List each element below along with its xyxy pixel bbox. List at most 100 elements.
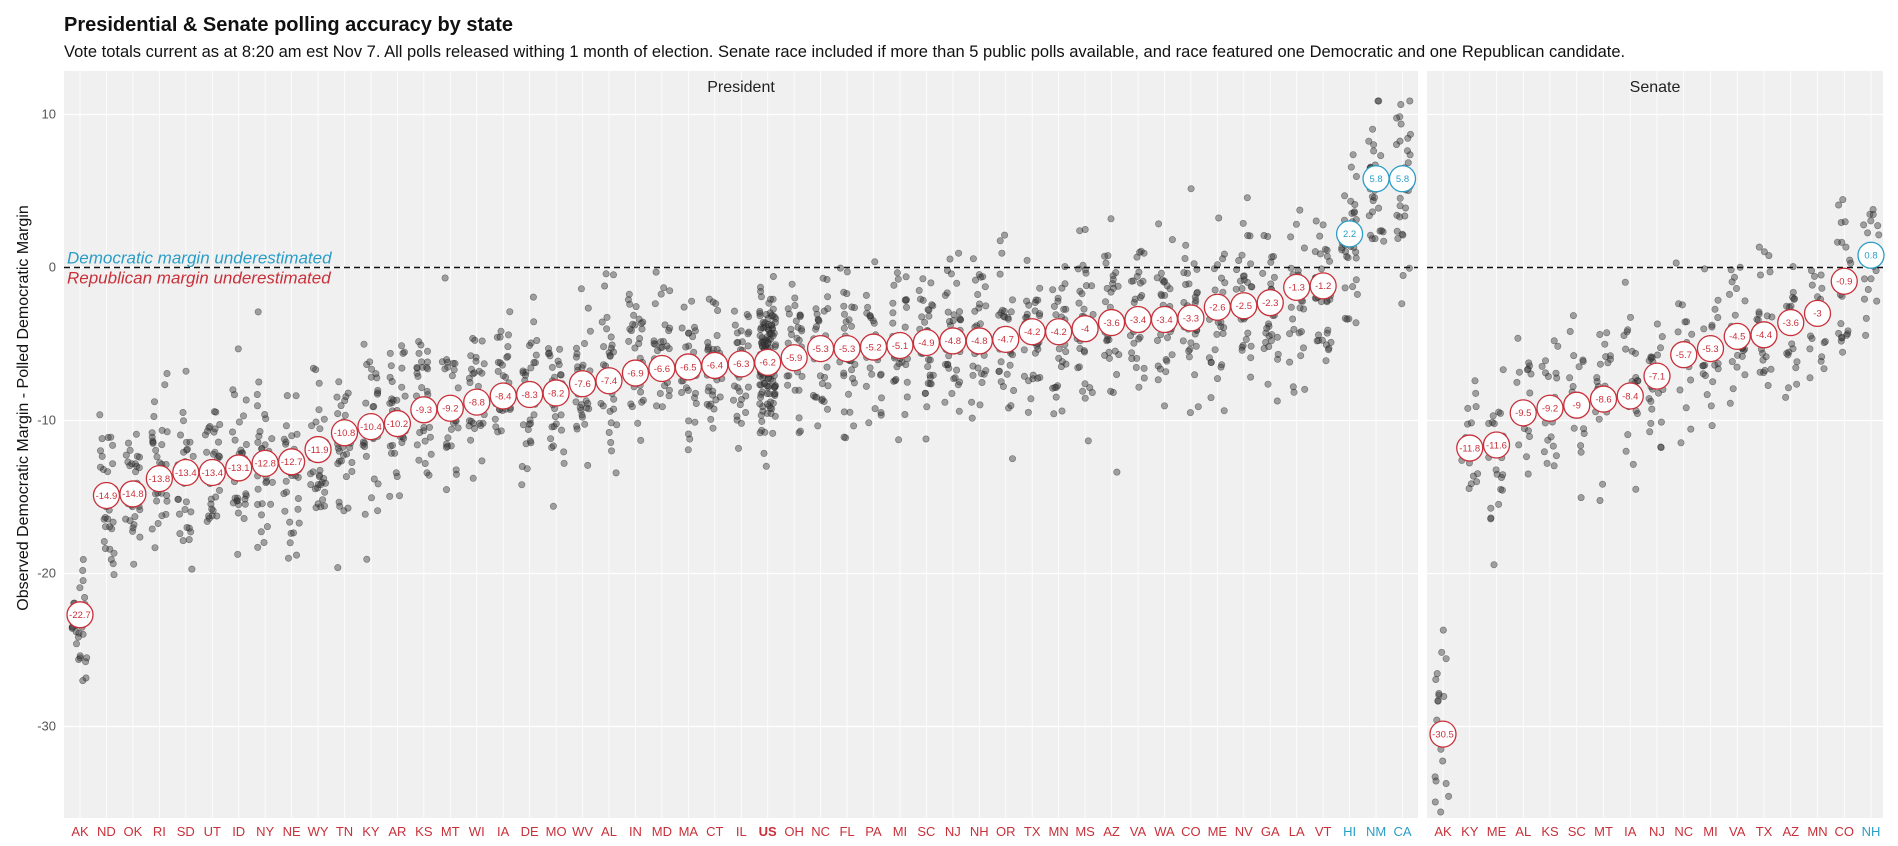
poll-point <box>549 502 557 510</box>
poll-point <box>504 352 512 360</box>
poll-point <box>374 480 382 488</box>
mean-error-marker-ky <box>357 412 385 441</box>
poll-point <box>704 346 712 354</box>
poll-point <box>76 652 84 660</box>
poll-point <box>205 512 213 520</box>
poll-point <box>158 426 166 434</box>
poll-point <box>557 411 565 419</box>
poll-point <box>1726 399 1734 407</box>
poll-point <box>846 408 854 416</box>
poll-point <box>506 308 514 316</box>
poll-point <box>1380 237 1388 245</box>
mean-error-label: -4.4 <box>1756 330 1772 341</box>
poll-point <box>163 491 171 499</box>
poll-point <box>1365 212 1373 220</box>
poll-point <box>1806 345 1814 353</box>
poll-point <box>1086 384 1094 392</box>
poll-point <box>109 460 117 468</box>
poll-point <box>1184 269 1192 277</box>
mean-error-label: -5.2 <box>865 342 881 353</box>
poll-point <box>107 433 115 441</box>
poll-point <box>280 435 288 443</box>
poll-point <box>174 495 182 503</box>
poll-point <box>1370 147 1378 155</box>
poll-point <box>737 419 745 427</box>
poll-point <box>1835 201 1843 209</box>
poll-point <box>547 435 555 443</box>
poll-point <box>636 334 644 342</box>
poll-point <box>216 420 224 428</box>
poll-point <box>1842 243 1850 251</box>
poll-point <box>1182 280 1190 288</box>
poll-point <box>771 412 779 420</box>
poll-point <box>1323 246 1331 254</box>
mean-error-label: -14.8 <box>122 489 144 500</box>
poll-point <box>926 356 934 364</box>
mean-error-label: -2.5 <box>1236 301 1252 312</box>
poll-point <box>843 290 851 298</box>
poll-point <box>1322 357 1330 365</box>
poll-point <box>1192 296 1200 304</box>
state-tick-label: NJ <box>945 824 961 839</box>
poll-point <box>1153 274 1161 282</box>
poll-point <box>388 441 396 449</box>
poll-point <box>1371 235 1379 243</box>
poll-point <box>1818 353 1826 361</box>
poll-point <box>100 515 108 523</box>
mean-error-label: -22.7 <box>69 610 91 621</box>
poll-point <box>921 389 929 397</box>
poll-point <box>441 365 449 373</box>
poll-point <box>518 481 526 489</box>
poll-point <box>707 415 715 423</box>
poll-point <box>1036 312 1044 320</box>
state-tick-label: IN <box>629 824 642 839</box>
poll-point <box>1058 407 1066 415</box>
poll-point <box>1765 252 1773 260</box>
poll-point <box>1128 355 1136 363</box>
poll-point <box>234 494 242 502</box>
poll-point <box>1714 313 1722 321</box>
poll-point <box>153 453 161 461</box>
poll-point <box>609 271 617 279</box>
poll-point <box>759 318 767 326</box>
poll-point <box>312 418 320 426</box>
state-tick-label: AZ <box>1103 824 1120 839</box>
poll-point <box>893 363 901 371</box>
poll-point <box>557 371 565 379</box>
poll-point <box>1375 204 1383 212</box>
poll-point <box>791 294 799 302</box>
poll-point <box>425 471 433 479</box>
poll-point <box>1431 773 1439 781</box>
poll-point <box>684 386 692 394</box>
poll-point <box>1210 265 1218 273</box>
mean-error-label: -4 <box>1081 324 1089 335</box>
poll-point <box>203 448 211 456</box>
mean-error-marker-hi <box>1335 220 1364 248</box>
poll-point <box>1260 232 1268 240</box>
poll-point <box>98 435 106 443</box>
poll-point <box>1247 342 1255 350</box>
poll-point <box>391 449 399 457</box>
poll-point <box>1601 340 1609 348</box>
poll-point <box>1634 377 1642 385</box>
poll-point <box>413 363 421 371</box>
poll-point <box>1707 402 1715 410</box>
poll-point <box>1193 289 1201 297</box>
mean-error-label: -6.9 <box>627 368 643 379</box>
poll-point <box>731 321 739 329</box>
poll-point <box>1062 305 1070 313</box>
poll-point <box>840 408 848 416</box>
mean-error-label: -2.3 <box>1262 298 1278 309</box>
poll-point <box>1471 377 1479 385</box>
state-tick-label: WY <box>308 824 329 839</box>
poll-point <box>744 330 752 338</box>
poll-point <box>1544 372 1552 380</box>
poll-point <box>548 423 556 431</box>
poll-point <box>1676 386 1684 394</box>
poll-point <box>1711 305 1719 313</box>
poll-point <box>974 290 982 298</box>
poll-point <box>795 336 803 344</box>
poll-point <box>1474 470 1482 478</box>
poll-point <box>183 438 191 446</box>
poll-point <box>401 392 409 400</box>
